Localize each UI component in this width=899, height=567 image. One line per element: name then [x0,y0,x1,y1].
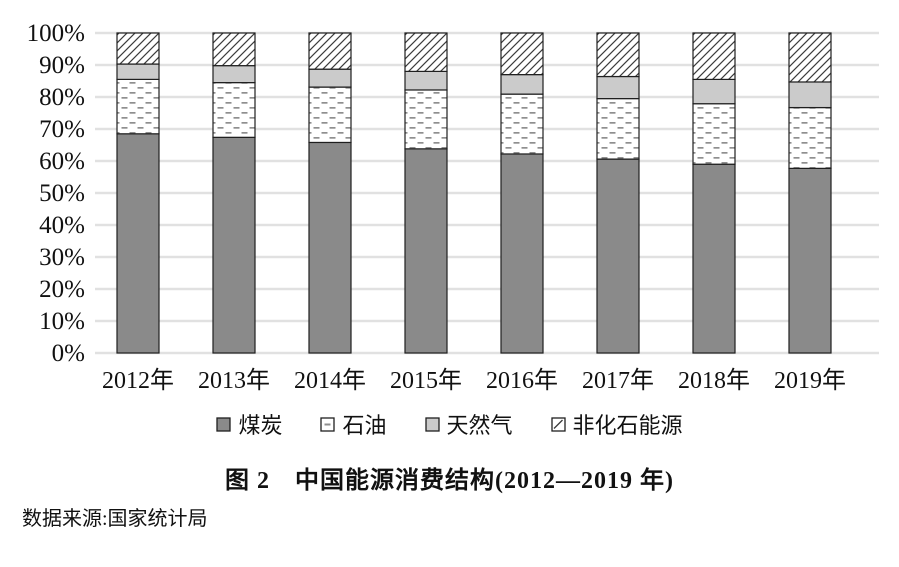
legend-label: 石油 [342,413,387,438]
x-tick-label: 2017年 [582,367,654,394]
bar-segment [212,136,256,354]
bar-segment [404,70,448,91]
y-tick-label: 50% [39,180,85,207]
bar-segment [116,78,160,135]
bar-segment [116,63,160,81]
legend: 煤炭 石油 天然气 非化石能源 [0,408,899,440]
figure-title: 图 2 中国能源消费结构(2012—2019 年) [225,468,674,494]
y-tick-label: 80% [39,84,85,111]
bar-segment [308,68,352,88]
bar-segment [692,78,736,105]
x-tick-label: 2019年 [774,367,846,394]
bar-segment [500,73,544,95]
bar-segment [404,89,448,150]
legend-item: 天然气 [424,408,513,440]
bar-segment [692,103,736,165]
bar-segment [308,86,352,144]
bar-segment [116,32,160,65]
y-tick-label: 90% [39,52,85,79]
bar-segment [596,75,640,100]
legend-item: 煤炭 [216,408,282,440]
y-tick-label: 20% [39,276,85,303]
y-tick-label: 100% [27,20,85,47]
bar-segment [692,163,736,354]
bar-segment [500,93,544,155]
bar-segment [788,81,832,109]
stacked-bar-chart: 0% 10% 20% 30% 40% 50% 60% 70% 80% 90% 100% 2012年 20… [27,20,879,394]
y-tick-label: 30% [39,244,85,271]
y-tick-label: 10% [39,308,85,335]
bar-segment [404,32,448,73]
y-tick-label: 70% [39,116,85,143]
x-tick-label: 2018年 [678,367,750,394]
x-tick-label: 2013年 [198,367,270,394]
coal-swatch-icon [216,416,232,432]
nonfossil-swatch-icon [550,416,566,432]
bar-segment [500,153,544,354]
y-tick-label: 0% [52,340,85,367]
oil-swatch-icon [320,416,336,432]
x-tick-label: 2015年 [390,367,462,394]
bar-segment [500,32,544,76]
bar-segment [788,32,832,83]
y-tick-label: 40% [39,212,85,239]
bar-segment [308,32,352,70]
bar-segment [788,106,832,169]
data-source: 数据来源:国家统计局 [22,508,208,530]
legend-item: 石油 [320,408,387,440]
bar-segment [788,167,832,354]
legend-label: 煤炭 [238,413,283,438]
bar-segment [596,158,640,354]
y-tick-label: 60% [39,148,85,175]
legend-label: 非化石能源 [572,413,683,438]
bar-segment [212,81,256,138]
x-tick-label: 2014年 [294,367,366,394]
x-tick-label: 2012年 [102,367,174,394]
bar-segment [212,65,256,84]
bar-segment [116,133,160,354]
legend-label: 天然气 [446,413,513,438]
bar-segment [596,32,640,78]
bar-segment [212,32,256,67]
x-tick-label: 2016年 [486,367,558,394]
bar-segment [308,141,352,354]
legend-item: 非化石能源 [550,408,683,440]
bar-segment [596,97,640,160]
bar-segment [692,32,736,81]
gas-swatch-icon [424,416,440,432]
bar-segment [404,148,448,354]
